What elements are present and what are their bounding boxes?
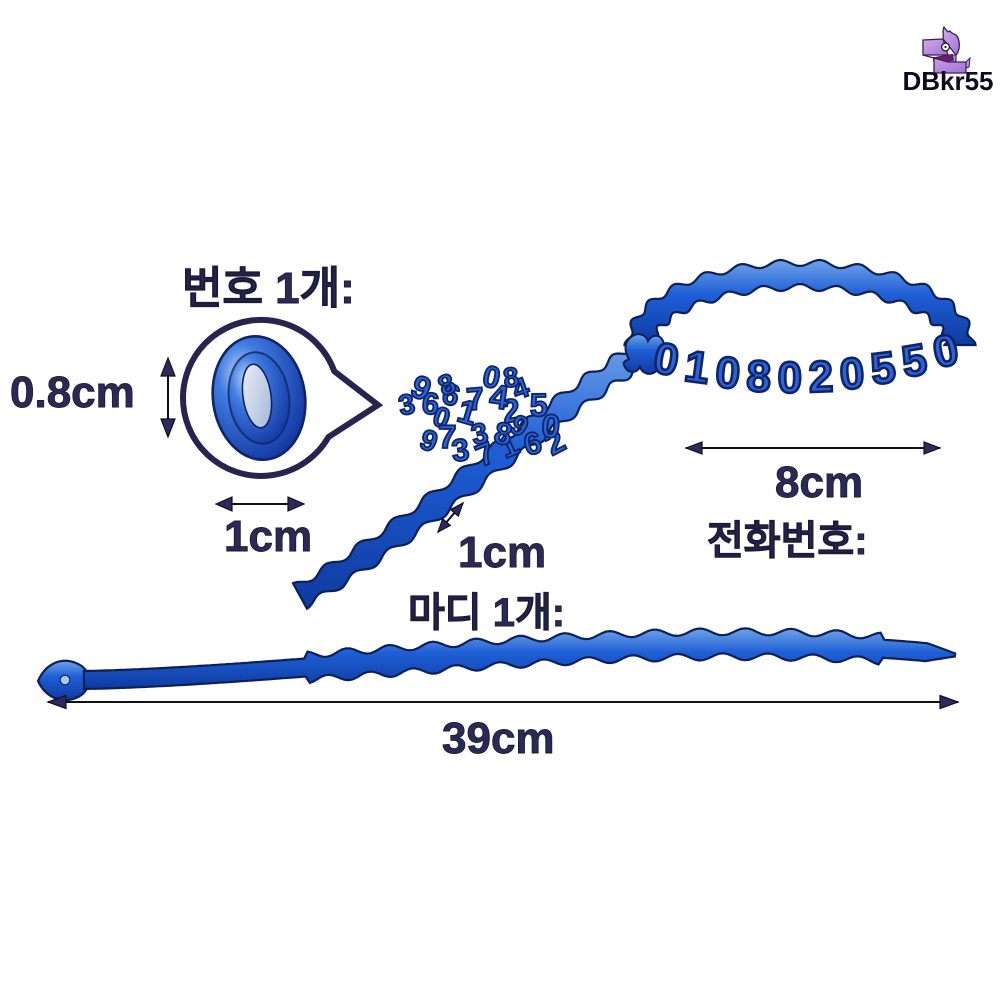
svg-text:DBkr55: DBkr55 [902, 66, 993, 96]
